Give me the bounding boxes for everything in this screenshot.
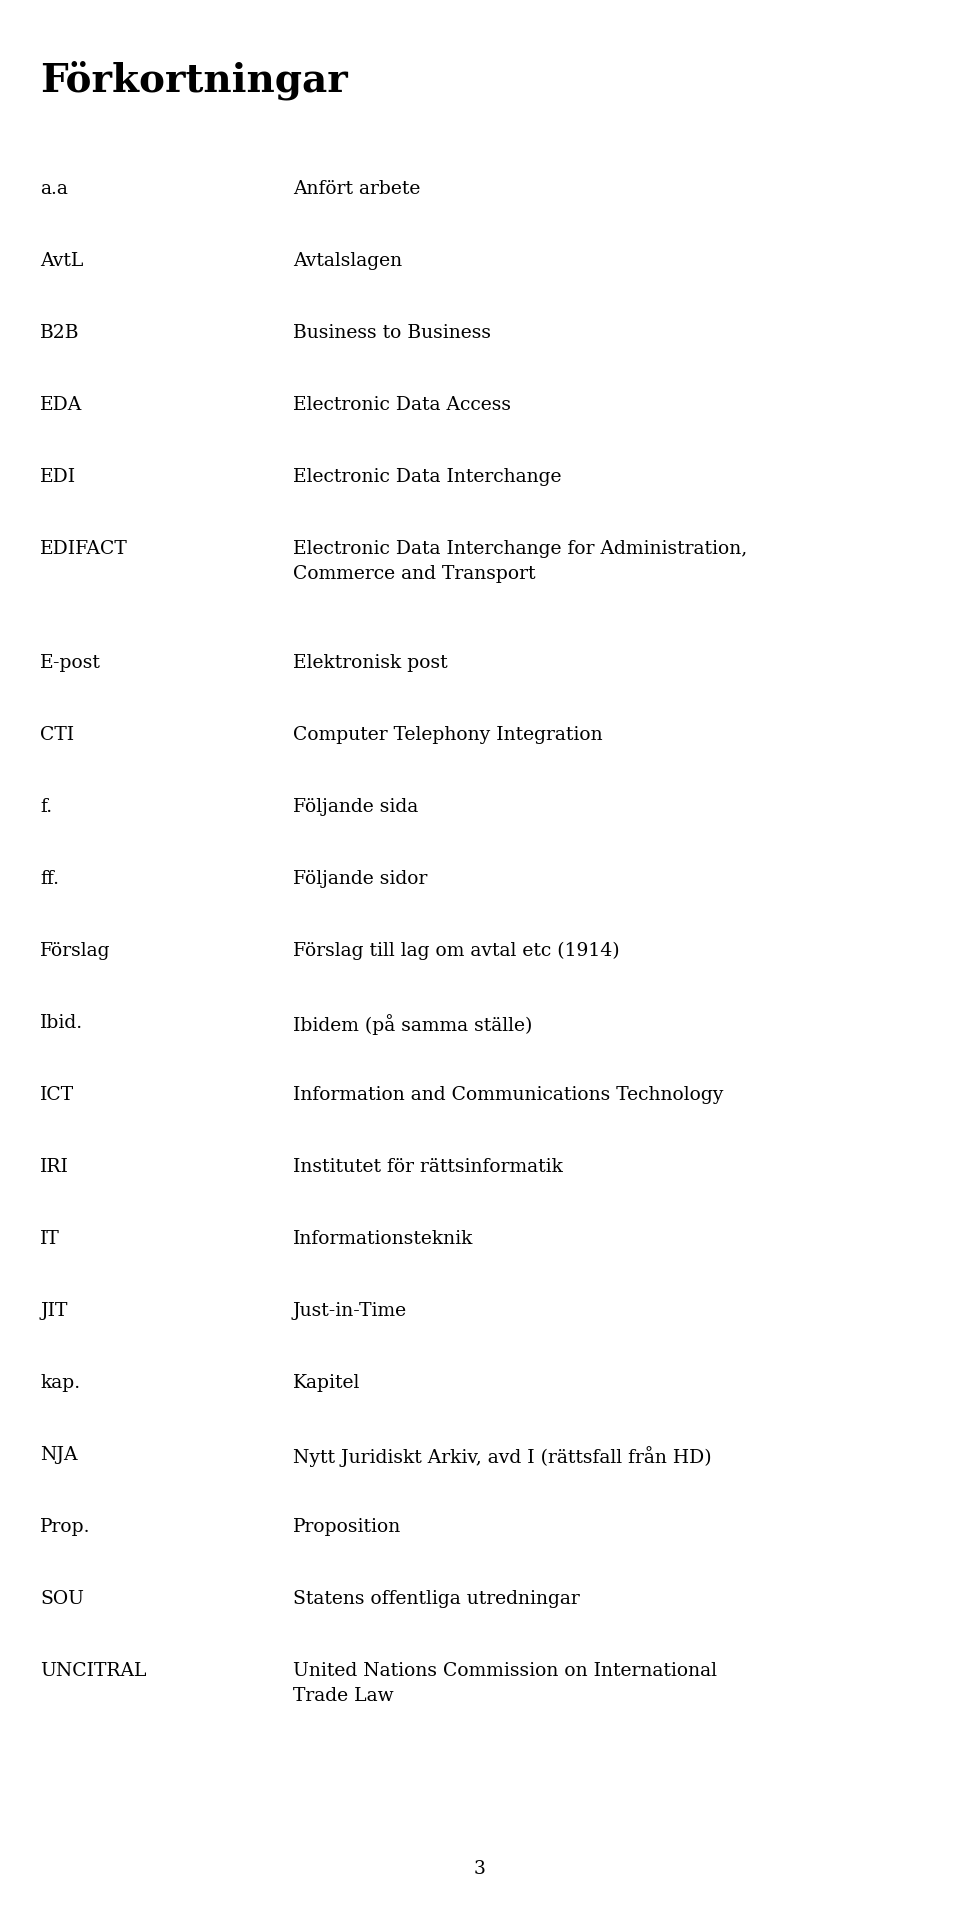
Text: Avtalslagen: Avtalslagen bbox=[293, 252, 402, 269]
Text: Electronic Data Interchange: Electronic Data Interchange bbox=[293, 468, 562, 485]
Text: EDA: EDA bbox=[40, 395, 83, 414]
Text: 3: 3 bbox=[474, 1860, 486, 1878]
Text: Just-in-Time: Just-in-Time bbox=[293, 1303, 407, 1320]
Text: Computer Telephony Integration: Computer Telephony Integration bbox=[293, 726, 603, 745]
Text: JIT: JIT bbox=[40, 1303, 68, 1320]
Text: Institutet för rättsinformatik: Institutet för rättsinformatik bbox=[293, 1157, 563, 1177]
Text: Kapitel: Kapitel bbox=[293, 1373, 360, 1392]
Text: Förslag: Förslag bbox=[40, 942, 110, 961]
Text: ICT: ICT bbox=[40, 1087, 75, 1104]
Text: Elektronisk post: Elektronisk post bbox=[293, 653, 447, 672]
Text: Prop.: Prop. bbox=[40, 1518, 91, 1536]
Text: Följande sida: Följande sida bbox=[293, 798, 418, 816]
Text: Electronic Data Interchange for Administration,
Commerce and Transport: Electronic Data Interchange for Administ… bbox=[293, 541, 747, 583]
Text: Ibid.: Ibid. bbox=[40, 1014, 84, 1031]
Text: Information and Communications Technology: Information and Communications Technolog… bbox=[293, 1087, 723, 1104]
Text: Anfört arbete: Anfört arbete bbox=[293, 180, 420, 199]
Text: CTI: CTI bbox=[40, 726, 75, 745]
Text: AvtL: AvtL bbox=[40, 252, 84, 269]
Text: Informationsteknik: Informationsteknik bbox=[293, 1230, 473, 1247]
Text: Nytt Juridiskt Arkiv, avd I (rättsfall från HD): Nytt Juridiskt Arkiv, avd I (rättsfall f… bbox=[293, 1446, 711, 1467]
Text: UNCITRAL: UNCITRAL bbox=[40, 1662, 147, 1681]
Text: a.a: a.a bbox=[40, 180, 68, 199]
Text: Electronic Data Access: Electronic Data Access bbox=[293, 395, 511, 414]
Text: EDIFACT: EDIFACT bbox=[40, 541, 128, 558]
Text: SOU: SOU bbox=[40, 1589, 84, 1608]
Text: IRI: IRI bbox=[40, 1157, 69, 1177]
Text: IT: IT bbox=[40, 1230, 60, 1247]
Text: NJA: NJA bbox=[40, 1446, 78, 1463]
Text: Statens offentliga utredningar: Statens offentliga utredningar bbox=[293, 1589, 580, 1608]
Text: EDI: EDI bbox=[40, 468, 77, 485]
Text: Förslag till lag om avtal etc (1914): Förslag till lag om avtal etc (1914) bbox=[293, 942, 619, 961]
Text: B2B: B2B bbox=[40, 325, 80, 342]
Text: Förkortningar: Förkortningar bbox=[40, 59, 348, 99]
Text: E-post: E-post bbox=[40, 653, 101, 672]
Text: Följande sidor: Följande sidor bbox=[293, 869, 427, 888]
Text: f.: f. bbox=[40, 798, 53, 816]
Text: Ibidem (på samma ställe): Ibidem (på samma ställe) bbox=[293, 1014, 532, 1035]
Text: kap.: kap. bbox=[40, 1373, 81, 1392]
Text: Proposition: Proposition bbox=[293, 1518, 401, 1536]
Text: Business to Business: Business to Business bbox=[293, 325, 491, 342]
Text: ff.: ff. bbox=[40, 869, 60, 888]
Text: United Nations Commission on International
Trade Law: United Nations Commission on Internation… bbox=[293, 1662, 717, 1706]
